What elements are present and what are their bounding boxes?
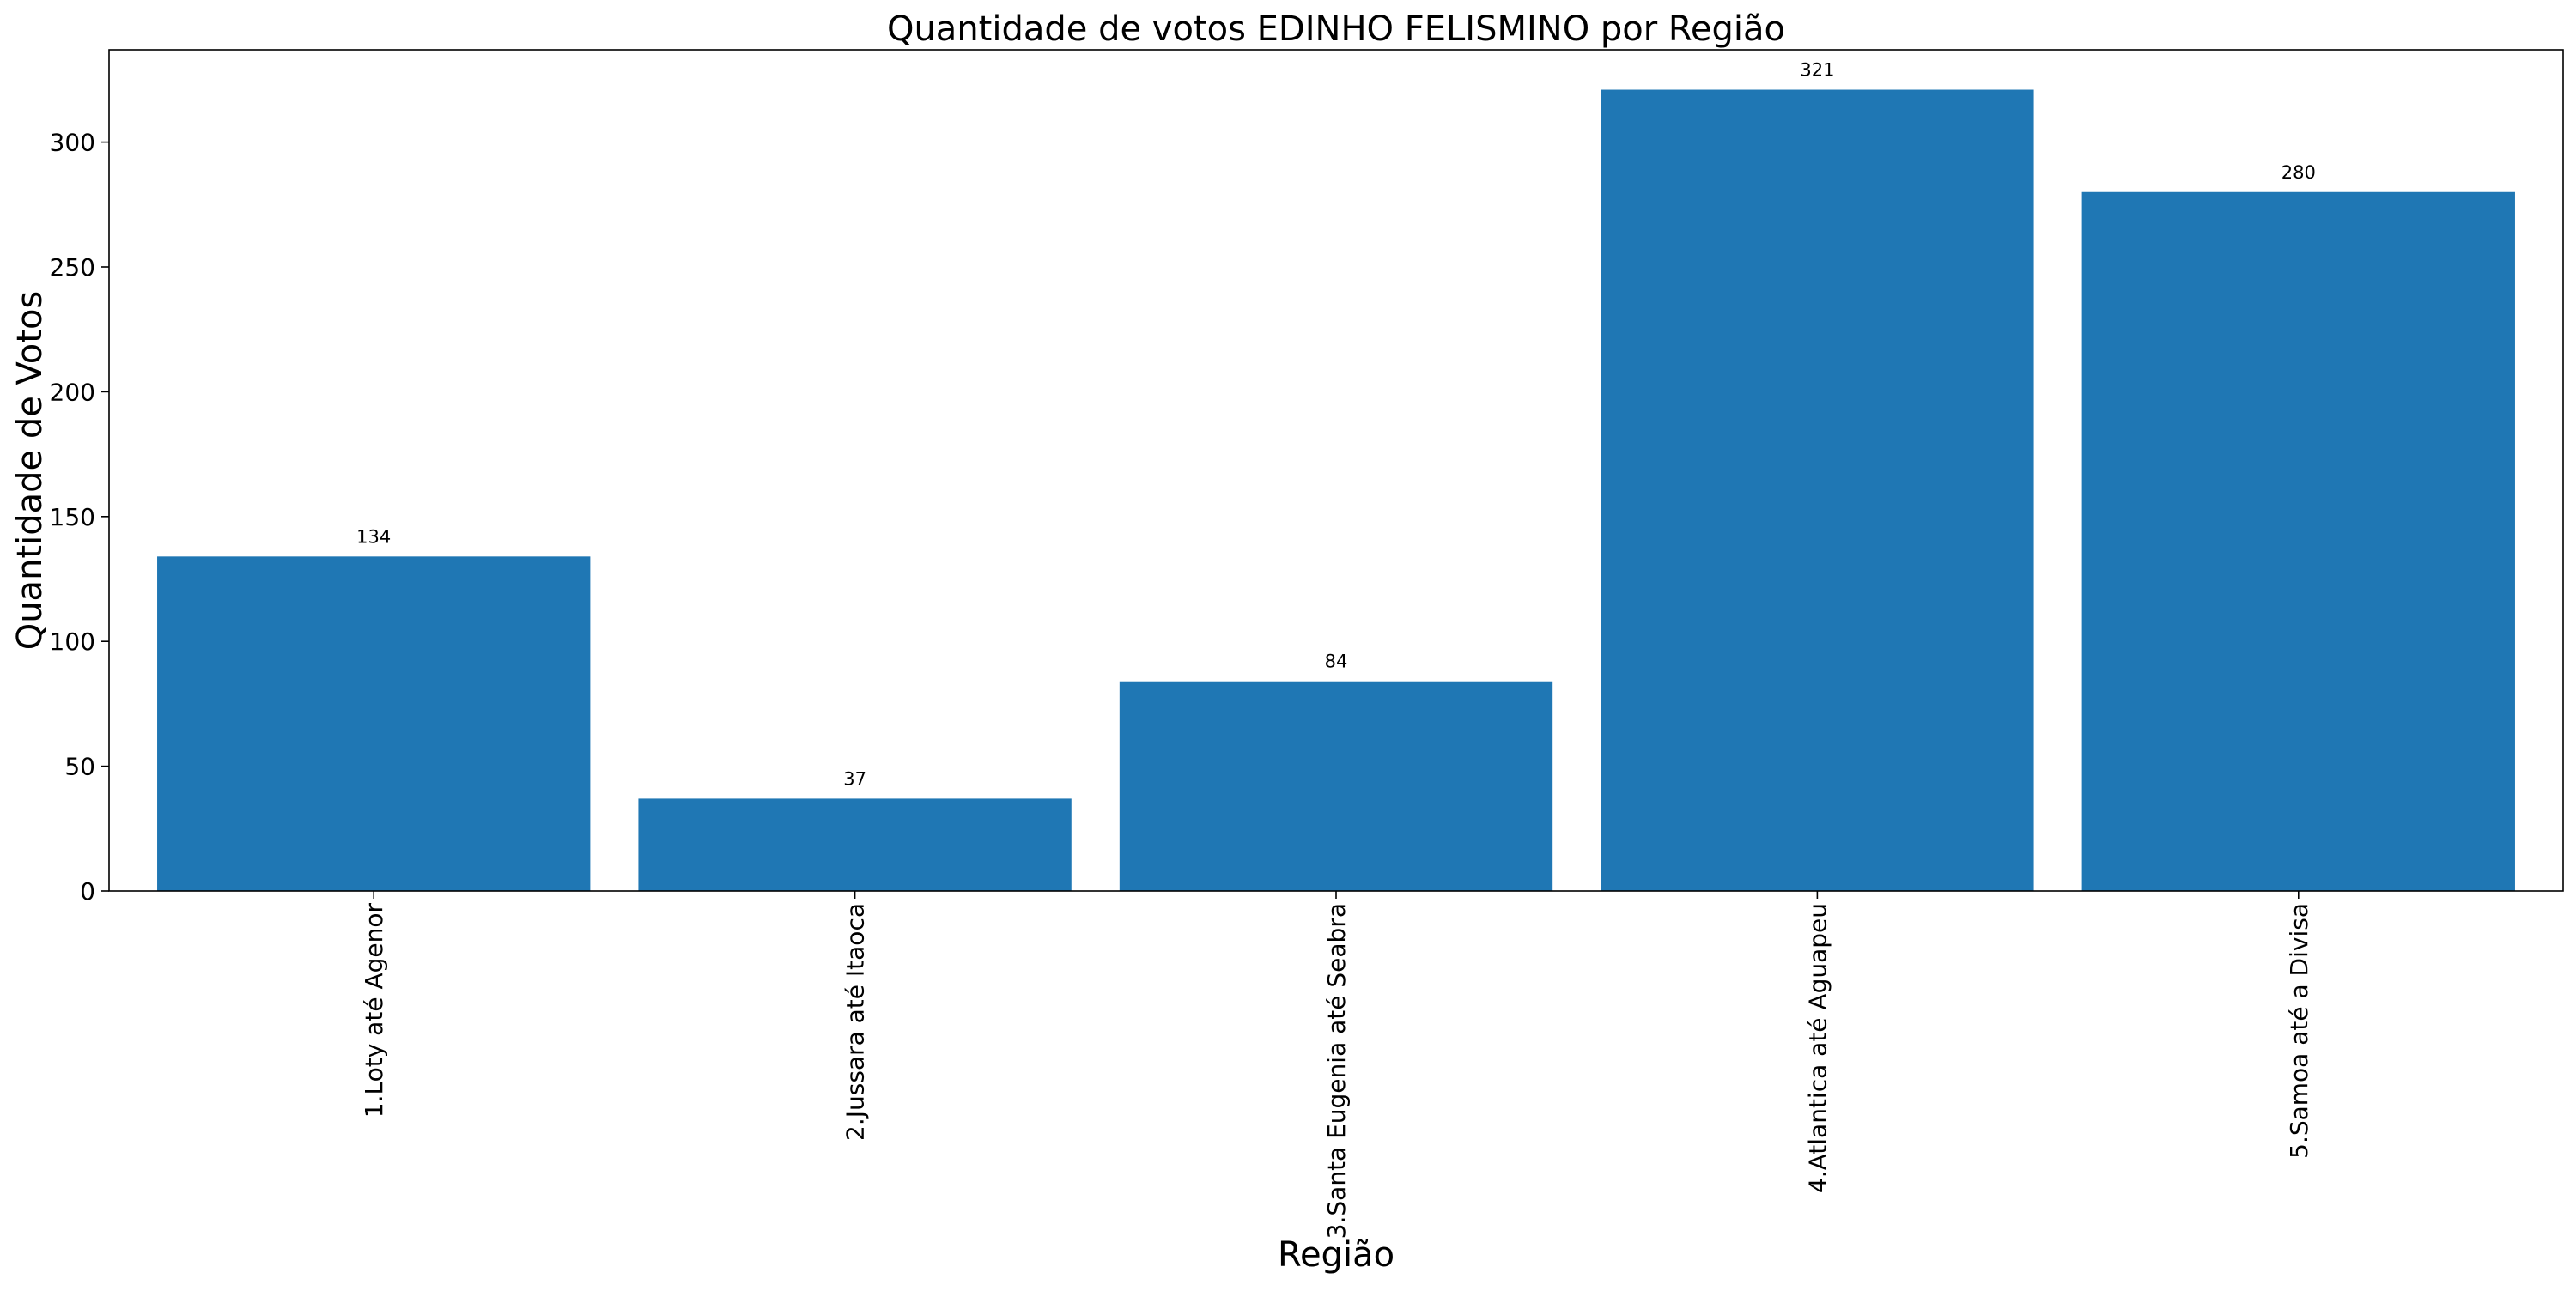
bar-value-label: 37 (843, 768, 866, 789)
bar-value-label: 321 (1800, 60, 1834, 81)
data-labels-layer: 134 37 84 321 280 (356, 60, 2316, 790)
y-tick-label: 0 (80, 877, 95, 906)
y-tick-label: 100 (50, 627, 95, 656)
y-tick-label: 300 (50, 129, 95, 157)
bar-2 (638, 798, 1072, 891)
bars-layer (157, 89, 2515, 891)
bar-value-label: 280 (2281, 162, 2316, 183)
x-tick-label: 5.Samoa até a Divisa (2285, 903, 2313, 1159)
x-tick-label: 1.Loty até Agenor (360, 903, 388, 1118)
x-tick-label: 2.Jussara até Itaoca (841, 903, 870, 1141)
x-tick-label: 4.Atlantica até Aguapeu (1803, 903, 1832, 1193)
bar-5 (2081, 191, 2515, 891)
y-axis-ticks: 0 50 100 150 200 250 300 (50, 129, 109, 906)
x-axis-ticks: 1.Loty até Agenor 2.Jussara até Itaoca 3.S… (360, 891, 2313, 1239)
bar-value-label: 84 (1325, 652, 1348, 672)
plot-area-frame (108, 49, 2564, 892)
y-tick-label: 200 (50, 378, 95, 406)
y-tick-label: 150 (50, 503, 95, 531)
bar-value-label: 134 (356, 526, 391, 547)
y-tick-label: 250 (50, 253, 95, 282)
y-tick-label: 50 (64, 753, 95, 781)
y-axis-title: Quantidade de Votos (10, 291, 50, 651)
x-axis-title: Região (1278, 1235, 1394, 1275)
bar-1 (157, 556, 591, 891)
bar-4 (1601, 89, 2034, 891)
x-tick-label: 3.Santa Eugenia até Seabra (1322, 903, 1351, 1239)
bar-3 (1119, 681, 1553, 891)
chart-title: Quantidade de votos EDINHO FELISMINO por… (887, 9, 1785, 49)
